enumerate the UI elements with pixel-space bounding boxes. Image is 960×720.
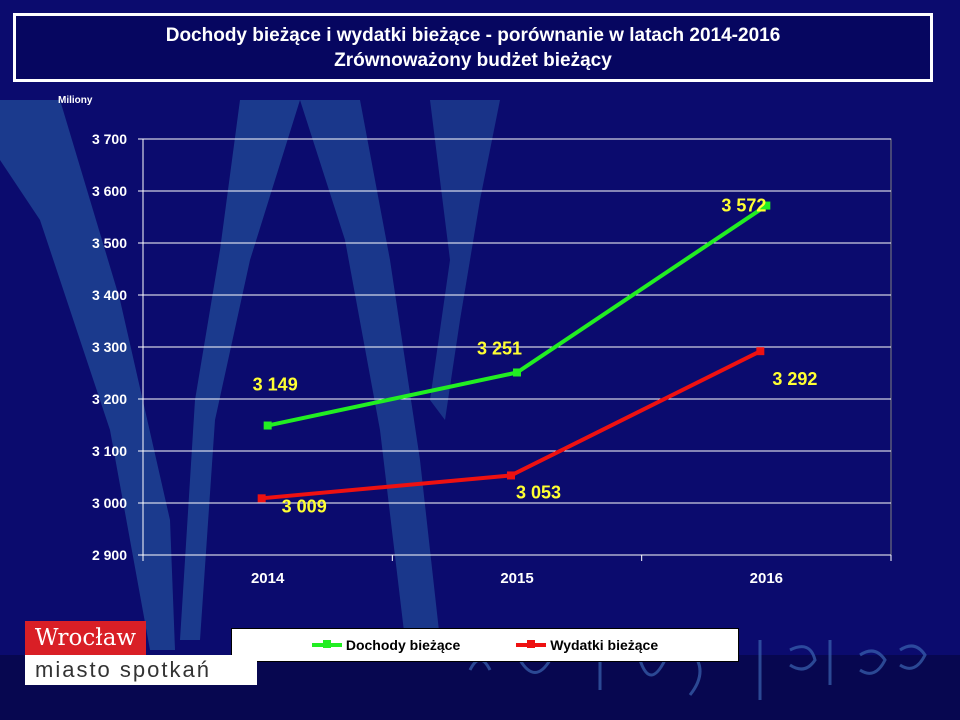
y-tick-label: 3 600 — [92, 183, 127, 199]
data-point — [762, 201, 771, 210]
x-tick-label: 2015 — [500, 570, 533, 587]
legend-swatch-green — [311, 640, 342, 648]
data-label: 3 292 — [772, 369, 817, 389]
legend-label-wydatki: Wydatki bieżące — [550, 637, 659, 653]
chart-title-box: Dochody bieżące i wydatki bieżące - poró… — [13, 13, 933, 82]
legend-item-wydatki: Wydatki bieżące — [516, 637, 658, 653]
data-point — [756, 347, 765, 356]
chart-subtitle: Zrównoważony budżet bieżący — [334, 49, 612, 71]
data-label: 3 251 — [477, 338, 522, 358]
data-point — [507, 471, 515, 480]
logo-wroclaw-text: Wrocław — [25, 621, 146, 655]
y-axis-label: Miliony — [58, 95, 93, 106]
y-tick-label: 3 400 — [92, 287, 127, 303]
data-point — [257, 494, 266, 503]
data-label: 3 009 — [282, 496, 327, 516]
legend-swatch-red — [516, 640, 547, 648]
y-tick-label: 3 500 — [92, 235, 127, 251]
legend-label-dochody: Dochody bieżące — [345, 637, 461, 653]
y-tick-label: 3 700 — [92, 131, 127, 147]
wroclaw-logo: Wrocław miasto spotkań — [25, 621, 257, 685]
data-label: 3 572 — [721, 196, 766, 216]
logo-slogan-text: miasto spotkań — [25, 655, 257, 685]
series-line-dochody — [267, 203, 768, 428]
data-point — [513, 368, 521, 377]
data-point — [263, 421, 272, 430]
x-tick-label: 2014 — [251, 570, 285, 587]
legend: Dochody bieżące Wydatki bieżące — [231, 628, 739, 662]
data-label: 3 053 — [516, 482, 561, 502]
x-tick-label: 2016 — [750, 570, 783, 587]
y-tick-label: 3 200 — [92, 391, 127, 407]
legend-item-dochody: Dochody bieżące — [311, 637, 461, 653]
chart-title: Dochody bieżące i wydatki bieżące - poró… — [165, 24, 781, 46]
y-tick-label: 3 100 — [92, 443, 127, 459]
data-label: 3 149 — [253, 375, 298, 395]
y-tick-label: 3 000 — [92, 495, 127, 511]
y-tick-label: 2 900 — [92, 547, 127, 563]
y-tick-label: 3 300 — [92, 339, 127, 355]
